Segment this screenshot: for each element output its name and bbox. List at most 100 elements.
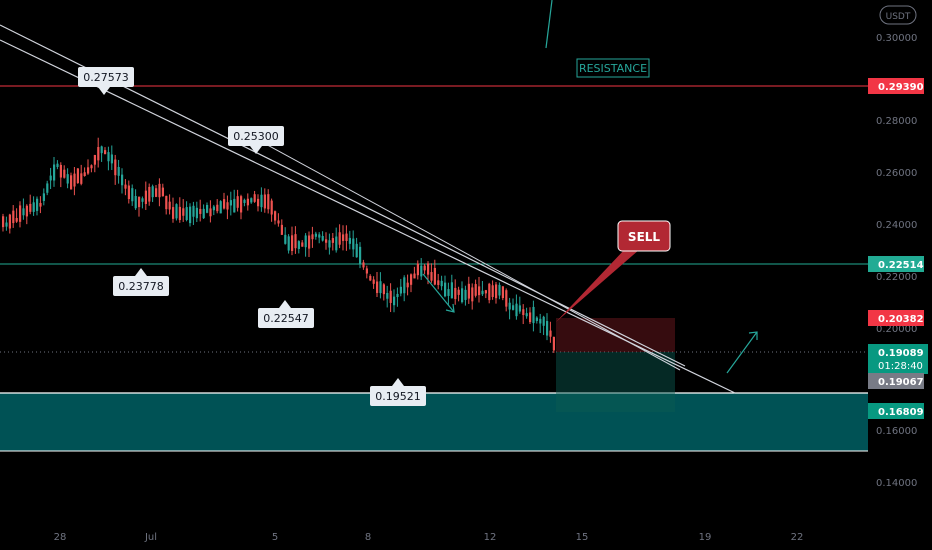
candle-body (393, 296, 396, 306)
candle-body (263, 194, 266, 209)
candle-body (216, 204, 219, 212)
candle-body (410, 274, 413, 285)
price-callout[interactable]: 0.22547 (258, 300, 314, 328)
candle-body (165, 195, 168, 210)
candle-body (114, 159, 117, 176)
candle-body (362, 262, 365, 268)
time-axis[interactable]: 28 Jul 5 8 12 15 19 22 (54, 532, 804, 543)
top-trend-ray (545, 0, 553, 49)
candle-body (223, 199, 226, 209)
entry-level-pill (868, 373, 924, 389)
price-callout[interactable]: 0.19521 (370, 378, 426, 406)
candle-body (308, 235, 311, 249)
currency-badge[interactable]: USDT (879, 5, 917, 25)
candle-body (141, 198, 144, 202)
candle-body (376, 281, 379, 293)
price-callout-label: 0.27573 (83, 71, 129, 84)
candle-body (148, 186, 151, 202)
candle-body (406, 282, 409, 288)
x-tick-label: 8 (365, 532, 371, 543)
y-tick-label: 0.30000 (876, 33, 917, 44)
candle-body (427, 263, 430, 275)
stop-level-label: 0.20382 (878, 314, 924, 325)
candle-body (260, 194, 263, 208)
candle-body (90, 165, 93, 169)
candle-body (76, 168, 79, 184)
trendline-middle[interactable] (0, 39, 736, 394)
candle-body (49, 175, 52, 181)
resistance-label: RESISTANCE (579, 62, 647, 75)
price-callout-label: 0.23778 (118, 280, 164, 293)
price-callouts: 0.27573 0.25300 0.23778 0.22547 0.19521 (78, 67, 426, 406)
candle-body (97, 147, 100, 161)
candle-body (233, 198, 236, 213)
candle-body (185, 207, 188, 220)
candle-body (189, 206, 192, 224)
candle-body (39, 202, 42, 207)
candle-body (22, 208, 25, 216)
x-tick-label: 5 (272, 532, 278, 543)
candle-body (36, 198, 39, 211)
candle-body (549, 330, 552, 337)
price-callout[interactable]: 0.27573 (78, 67, 134, 95)
take-profit-box[interactable] (556, 352, 675, 412)
candle-body (127, 185, 130, 200)
candle-body (365, 268, 368, 274)
candle-body (274, 211, 277, 221)
candle-body (192, 205, 195, 217)
candle-body (134, 196, 137, 209)
candle-body (151, 186, 154, 198)
candle-body (19, 205, 22, 222)
candle-body (430, 272, 433, 281)
candle-body (457, 289, 460, 295)
candle-body (87, 167, 90, 174)
price-callout[interactable]: 0.25300 (228, 126, 284, 154)
candle-body (56, 163, 59, 168)
candle-body (284, 234, 287, 244)
candle-body (348, 237, 351, 244)
candle-body (155, 188, 158, 197)
candle-body (518, 305, 521, 312)
candle-body (552, 336, 555, 351)
y-tick-label: 0.26000 (876, 168, 917, 179)
candle-body (478, 286, 481, 296)
resistance-annotation[interactable]: RESISTANCE (576, 58, 650, 78)
candle-body (505, 290, 508, 307)
y-tick-label: 0.22000 (876, 272, 917, 283)
price-callout-label: 0.19521 (375, 390, 421, 403)
candle-body (450, 282, 453, 299)
candle-body (399, 286, 402, 294)
price-axis[interactable]: 0.30000 0.28000 0.26000 0.24000 0.22000 0.200… (876, 33, 917, 489)
candle-body (420, 265, 423, 277)
candle-body (53, 164, 56, 181)
candle-body (25, 205, 28, 217)
entry-level-label: 0.19067 (878, 377, 924, 388)
candle-body (454, 287, 457, 300)
y-tick-label: 0.24000 (876, 220, 917, 231)
candle-body (372, 279, 375, 284)
support-zone (0, 393, 868, 451)
candle-body (202, 208, 205, 219)
candle-body (471, 287, 474, 302)
trendline-lower[interactable] (239, 129, 681, 371)
candle-body (529, 312, 532, 323)
candle-body (444, 282, 447, 297)
x-tick-label: 28 (54, 532, 67, 543)
y-tick-label: 0.20000 (876, 324, 917, 335)
candle-body (352, 238, 355, 250)
candle-body (277, 220, 280, 224)
candle-body (66, 174, 69, 184)
candle-body (294, 234, 297, 249)
candle-body (498, 284, 501, 296)
candle-body (488, 283, 491, 301)
candle-body (80, 173, 83, 184)
sell-callout[interactable]: SELL (556, 220, 671, 322)
price-callout[interactable]: 0.23778 (113, 268, 169, 296)
candle-body (331, 238, 334, 243)
candle-body (416, 263, 419, 276)
candle-body (535, 317, 538, 321)
current-price-pill (868, 344, 928, 374)
candle-body (318, 234, 321, 238)
arrow-down-icon (422, 273, 455, 313)
